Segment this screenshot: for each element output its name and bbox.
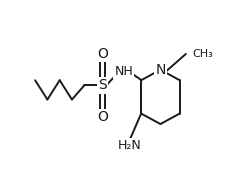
Text: CH₃: CH₃ — [193, 49, 214, 59]
Text: H₂N: H₂N — [118, 138, 142, 152]
Text: S: S — [98, 78, 107, 93]
Text: NH: NH — [114, 65, 133, 78]
Text: O: O — [97, 47, 108, 61]
Text: N: N — [155, 63, 166, 77]
Text: O: O — [97, 110, 108, 124]
